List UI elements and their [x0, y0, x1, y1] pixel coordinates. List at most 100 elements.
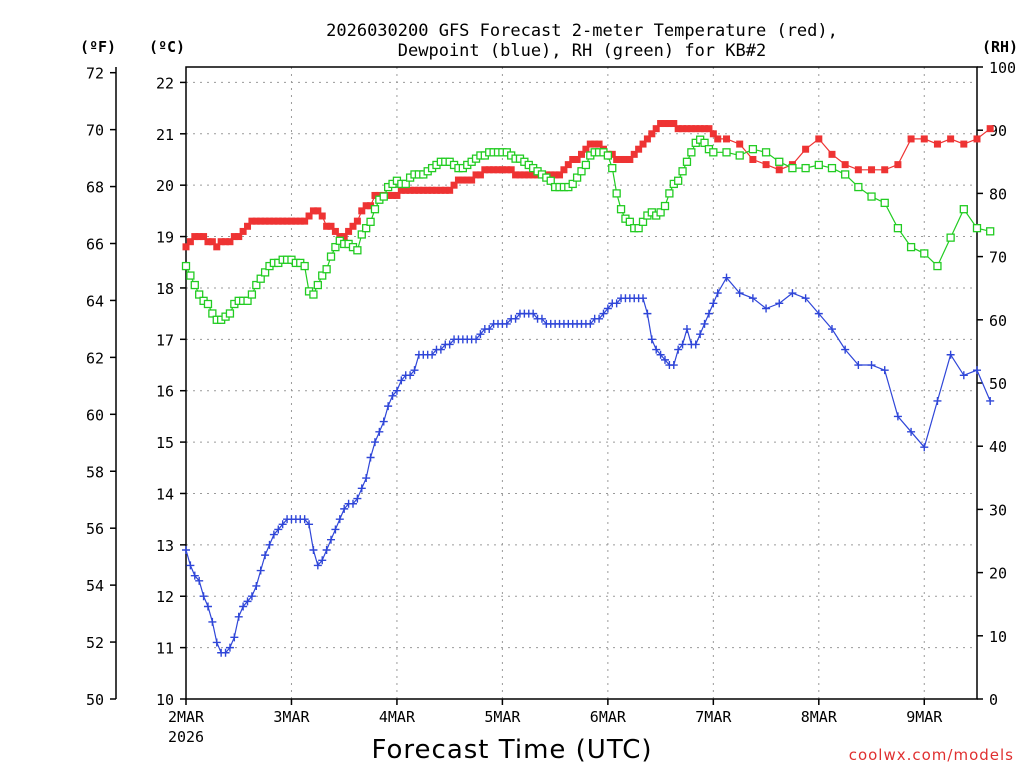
temperature-point [248, 217, 256, 225]
temperature-point [933, 140, 941, 148]
fahrenheit-tick-label: 68 [86, 179, 104, 197]
dewpoint-point [691, 340, 700, 349]
rh-point [581, 160, 591, 170]
celsius-tick-label: 22 [156, 74, 174, 92]
fahrenheit-tick-label: 60 [86, 406, 104, 424]
rh-tick-label: 50 [989, 375, 1007, 393]
rh-point [700, 138, 709, 147]
dewpoint-point [300, 515, 309, 524]
dewpoint-point [366, 453, 375, 462]
dewpoint-point [388, 391, 397, 400]
dewpoint-point [704, 309, 713, 318]
rh-point [260, 268, 270, 277]
dewpoint-point [256, 566, 265, 575]
temperature-point [402, 186, 410, 194]
plot-frame [185, 66, 978, 700]
temperature-point [226, 238, 234, 246]
temperature-point [635, 145, 643, 153]
dewpoint-point [639, 294, 648, 303]
dewpoint-point [318, 556, 327, 565]
rh-point [678, 167, 687, 176]
temperature-point [608, 150, 616, 158]
dewpoint-point [221, 648, 230, 657]
dewpoint-point [603, 304, 612, 313]
dewpoint-point [230, 633, 239, 642]
temperature-point [762, 161, 770, 169]
temperature-point [327, 222, 335, 230]
credit-link[interactable]: coolwx.com/models [849, 746, 1014, 764]
dewpoint-point [247, 592, 256, 601]
celsius-tick-label: 11 [156, 640, 174, 658]
time-tick-label: 8MAR [801, 708, 838, 726]
dewpoint-point [959, 371, 968, 380]
temperature-point [503, 166, 511, 174]
rh-tick-label: 100 [989, 59, 1016, 77]
dewpoint-point [933, 396, 942, 405]
temperature-point [665, 120, 673, 128]
fahrenheit-tick-label: 72 [86, 65, 104, 83]
rh-point [814, 160, 823, 170]
dewpoint-point [182, 545, 190, 554]
temperature-point [389, 191, 397, 199]
temperature-point [318, 212, 326, 220]
rh-point [577, 167, 586, 176]
temperature-point [986, 125, 994, 133]
rh-point [379, 192, 388, 201]
dewpoint-point [775, 299, 784, 308]
dewpoint-point [428, 350, 437, 359]
temperature-point [709, 130, 717, 138]
temperature-point [424, 186, 432, 194]
temperature-point [560, 166, 568, 174]
celsius-tick-label: 20 [156, 177, 174, 195]
dewpoint-point [305, 520, 314, 529]
temperature-point [283, 217, 291, 225]
dewpoint-point [445, 340, 454, 349]
temperature-point [841, 161, 849, 169]
rh-point [616, 205, 626, 214]
rh-point [331, 242, 340, 252]
rh-point [959, 205, 968, 214]
temperature-point [643, 135, 651, 143]
rh-point [252, 280, 261, 290]
temperature-point [907, 135, 915, 143]
temperature-point [520, 171, 528, 179]
celsius-tick-label: 17 [156, 331, 174, 349]
temperature-point [437, 186, 445, 194]
rh-point [788, 163, 797, 173]
dewpoint-point [986, 396, 995, 405]
temperature-point [472, 171, 480, 179]
temperature-point [692, 125, 700, 133]
temperature-point [828, 150, 836, 158]
rh-point [687, 148, 696, 157]
dewpoint-point [867, 361, 876, 370]
time-axis: 2MAR 3MAR 4MAR 5MAR 6MAR 7MAR 8MAR 9MAR [168, 699, 943, 726]
time-tick-label: 6MAR [590, 708, 627, 726]
fahrenheit-tick-label: 58 [86, 463, 104, 481]
dewpoint-point [748, 294, 757, 303]
temperature-point [257, 217, 265, 225]
temperature-point [591, 140, 599, 148]
dewpoint-point [357, 484, 366, 493]
dewpoint-point [331, 525, 340, 534]
fahrenheit-tick-label: 70 [86, 122, 104, 140]
dewpoint-point [384, 402, 393, 411]
dewpoint-point [814, 309, 823, 318]
dewpoint-point [212, 638, 221, 647]
dewpoint-point [472, 335, 481, 344]
temperature-point [217, 238, 225, 246]
dewpoint-point [335, 515, 344, 524]
rh-point [208, 309, 217, 318]
temperature-point [617, 155, 625, 163]
rh-point [247, 290, 257, 299]
celsius-unit-label: (ºC) [149, 38, 185, 56]
rh-point [186, 271, 195, 280]
temperature-point [309, 207, 317, 215]
temperature-point [468, 176, 476, 184]
celsius-tick-label: 15 [156, 434, 174, 452]
temperature-point [569, 155, 577, 163]
temperature-point [556, 171, 564, 179]
rh-point [986, 227, 995, 236]
rh-tick-label: 40 [989, 438, 1007, 456]
temperature-point [200, 233, 208, 241]
